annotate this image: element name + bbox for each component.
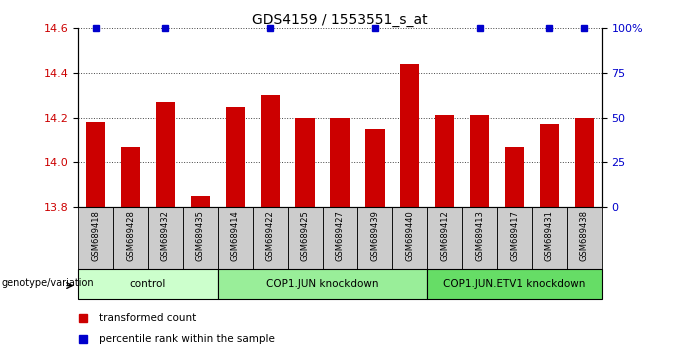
Bar [113, 207, 148, 269]
Text: GSM689432: GSM689432 [161, 210, 170, 261]
Bar [218, 269, 427, 299]
Bar [435, 115, 454, 207]
Bar [296, 118, 315, 207]
Text: GSM689428: GSM689428 [126, 210, 135, 261]
Bar [226, 107, 245, 207]
Text: GSM689412: GSM689412 [440, 210, 449, 261]
Bar [532, 207, 567, 269]
Text: GSM689440: GSM689440 [405, 210, 414, 261]
Text: genotype/variation: genotype/variation [1, 278, 95, 287]
Text: GSM689414: GSM689414 [231, 210, 240, 261]
Bar [470, 115, 489, 207]
Bar [183, 207, 218, 269]
Text: COP1.JUN.ETV1 knockdown: COP1.JUN.ETV1 knockdown [443, 279, 585, 289]
Text: GSM689438: GSM689438 [580, 210, 589, 261]
Bar [575, 118, 594, 207]
Text: transformed count: transformed count [99, 313, 197, 323]
Text: GSM689435: GSM689435 [196, 210, 205, 261]
Bar [540, 124, 559, 207]
Bar [401, 64, 420, 207]
Text: GSM689425: GSM689425 [301, 210, 309, 261]
Bar [191, 196, 210, 207]
Bar [260, 95, 279, 207]
Bar [358, 207, 392, 269]
Bar [78, 207, 113, 269]
Bar [392, 207, 427, 269]
Text: GSM689431: GSM689431 [545, 210, 554, 261]
Bar [218, 207, 253, 269]
Bar [330, 118, 350, 207]
Bar [86, 122, 105, 207]
Bar [567, 207, 602, 269]
Bar [427, 207, 462, 269]
Text: GSM689427: GSM689427 [335, 210, 345, 261]
Bar [427, 269, 602, 299]
Text: GSM689418: GSM689418 [91, 210, 100, 261]
Bar [148, 207, 183, 269]
Text: control: control [130, 279, 166, 289]
Bar [121, 147, 140, 207]
Bar [253, 207, 288, 269]
Bar [78, 269, 218, 299]
Bar [322, 207, 358, 269]
Bar [505, 147, 524, 207]
Bar [288, 207, 322, 269]
Text: COP1.JUN knockdown: COP1.JUN knockdown [267, 279, 379, 289]
Title: GDS4159 / 1553551_s_at: GDS4159 / 1553551_s_at [252, 13, 428, 27]
Text: GSM689439: GSM689439 [371, 210, 379, 261]
Text: GSM689422: GSM689422 [266, 210, 275, 261]
Bar [497, 207, 532, 269]
Text: GSM689417: GSM689417 [510, 210, 519, 261]
Bar [365, 129, 384, 207]
Bar [156, 102, 175, 207]
Text: GSM689413: GSM689413 [475, 210, 484, 261]
Text: percentile rank within the sample: percentile rank within the sample [99, 334, 275, 344]
Bar [462, 207, 497, 269]
